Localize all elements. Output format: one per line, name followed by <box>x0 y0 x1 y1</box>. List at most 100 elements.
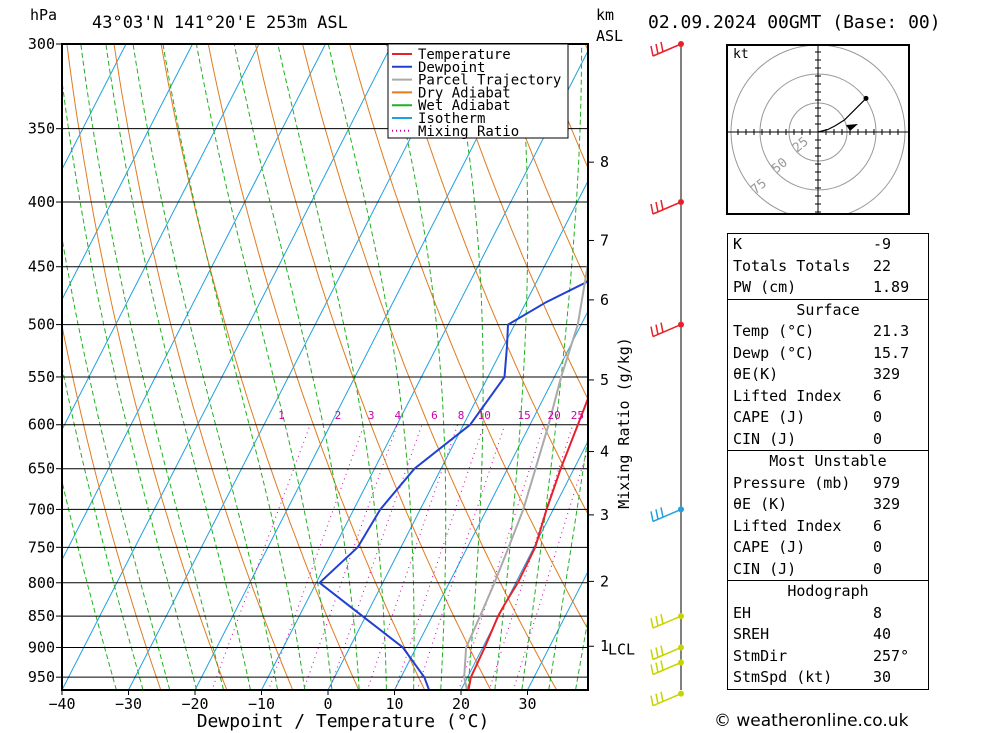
pressure-tick-label: 950 <box>28 668 55 686</box>
wind-barb-shape <box>650 613 682 629</box>
temperature-tick-label: 20 <box>452 695 470 713</box>
isotherm-line <box>62 44 127 171</box>
pressure-tick-label: 750 <box>28 538 55 556</box>
pressure-tick-label: 550 <box>28 368 55 386</box>
dry-adiabat-line <box>962 44 1000 705</box>
km-tick-label: 6 <box>600 291 609 309</box>
km-tick-label: 2 <box>600 572 609 590</box>
stat-value: 979 <box>873 473 901 492</box>
isotherm-line <box>62 44 326 561</box>
axis-labels: 3003504004505005506006507007508008509009… <box>28 6 941 732</box>
copyright-footer: © weatheronline.co.uk <box>714 711 909 731</box>
temperature-tick-label: 0 <box>323 695 332 713</box>
legend-label: Dry Adiabat <box>418 85 511 101</box>
wind-barb-shape <box>650 645 682 661</box>
wind-barb <box>650 322 682 338</box>
series-dewpoint <box>318 280 588 690</box>
plot-frame <box>61 43 589 691</box>
wet-adiabat-line <box>548 433 588 690</box>
mixing-ratio-label: 1 <box>278 409 285 422</box>
wind-barb-shape <box>650 41 682 57</box>
pressure-tick-label: 450 <box>28 258 55 276</box>
mixing-ratio-label: 15 <box>518 409 531 422</box>
isotherm-line <box>127 44 459 690</box>
wind-barb <box>650 645 682 661</box>
mixing-ratio-label: 6 <box>431 409 438 422</box>
hodograph-title: Hodograph <box>787 582 869 600</box>
wind-barb <box>650 691 682 707</box>
stat-value: 30 <box>873 668 892 686</box>
pressure-tick-label: 800 <box>28 574 55 592</box>
wet-adiabat-line <box>62 77 198 690</box>
wind-barb <box>650 660 682 676</box>
wind-dot <box>678 321 684 328</box>
pressure-tick-label: 700 <box>28 500 55 518</box>
storm-motion-arrow <box>846 124 858 131</box>
stat-value: 21.3 <box>873 322 910 340</box>
hodograph-ring-label: 25 <box>790 134 812 156</box>
stat-value: 257° <box>873 646 910 665</box>
pressure-tick-label: 900 <box>28 638 55 656</box>
wet-adiabat-line <box>450 44 484 690</box>
mixing-ratio-label: 8 <box>458 409 465 422</box>
pressure-tick-label: 600 <box>28 416 55 434</box>
stat-value: 329 <box>873 365 901 383</box>
series-temperature <box>467 395 588 690</box>
stat-label: CAPE (J) <box>733 538 806 556</box>
km-tick-label: 7 <box>600 231 609 249</box>
background-lines <box>62 44 1000 705</box>
stat-value: 0 <box>873 559 883 578</box>
plot-border <box>61 43 589 691</box>
wind-dot <box>678 644 684 651</box>
hodograph-ring-label: 75 <box>748 176 770 198</box>
mixing-ratio-line <box>303 424 398 690</box>
wet-adiabat-line <box>62 479 117 690</box>
pressure-tick-label: 350 <box>28 120 55 138</box>
location-title: 43°03'N 141°20'E 253m ASL <box>92 13 348 33</box>
wind-barb-shape <box>650 507 682 523</box>
km-tick-label: 5 <box>600 371 609 389</box>
mixing-ratio-label: 4 <box>395 409 402 422</box>
hodograph-trace <box>817 97 867 133</box>
surface-title: Surface <box>796 300 860 319</box>
isotherm-line <box>526 570 588 690</box>
mixing-ratio-label: 2 <box>335 409 342 422</box>
stat-value: 0 <box>873 429 883 448</box>
mixing-ratio-label: 25 <box>571 409 584 422</box>
legend-label: Isotherm <box>418 111 485 127</box>
stat-value: 0 <box>873 408 883 426</box>
series-parcel-trajectory <box>463 256 588 690</box>
stat-value: 6 <box>873 516 883 535</box>
dry-adiabat-line <box>396 44 588 516</box>
pressure-tick-label: 850 <box>28 607 55 625</box>
km-tick-label: 8 <box>600 153 609 171</box>
stat-value: 0 <box>873 538 883 556</box>
wind-barb-shape <box>650 660 682 676</box>
temperature-tick-label: 10 <box>385 695 403 713</box>
isotherm-line <box>62 44 260 431</box>
stats-most-unstable: Most Unstable Pressure (mb) 979 θE (K) 329… <box>728 450 928 580</box>
dry-adiabat-line <box>160 44 360 690</box>
k-index-value: -9 <box>873 235 892 253</box>
pressure-tick-label: 500 <box>28 316 55 334</box>
totals-label: Totals Totals <box>733 256 851 275</box>
stat-label: Dewp (°C) <box>733 343 815 362</box>
k-index-label: K <box>733 235 743 253</box>
x-axis-title: Dewpoint / Temperature (°C) <box>197 711 490 732</box>
wind-barb <box>650 199 682 215</box>
stat-value: 40 <box>873 625 892 643</box>
legend-label: Mixing Ratio <box>418 124 519 140</box>
stat-value: 8 <box>873 603 883 622</box>
stat-value: 329 <box>873 495 901 513</box>
mixing-ratio-label: 20 <box>547 409 560 422</box>
hodograph-end-dot <box>863 95 869 101</box>
sounding-series <box>318 256 588 690</box>
stat-label: SREH <box>733 625 770 643</box>
mixing-ratio-line <box>458 424 545 690</box>
stat-value: 15.7 <box>873 343 910 362</box>
wind-barb-shape <box>650 322 682 338</box>
pressure-tick-label: 400 <box>28 193 55 211</box>
